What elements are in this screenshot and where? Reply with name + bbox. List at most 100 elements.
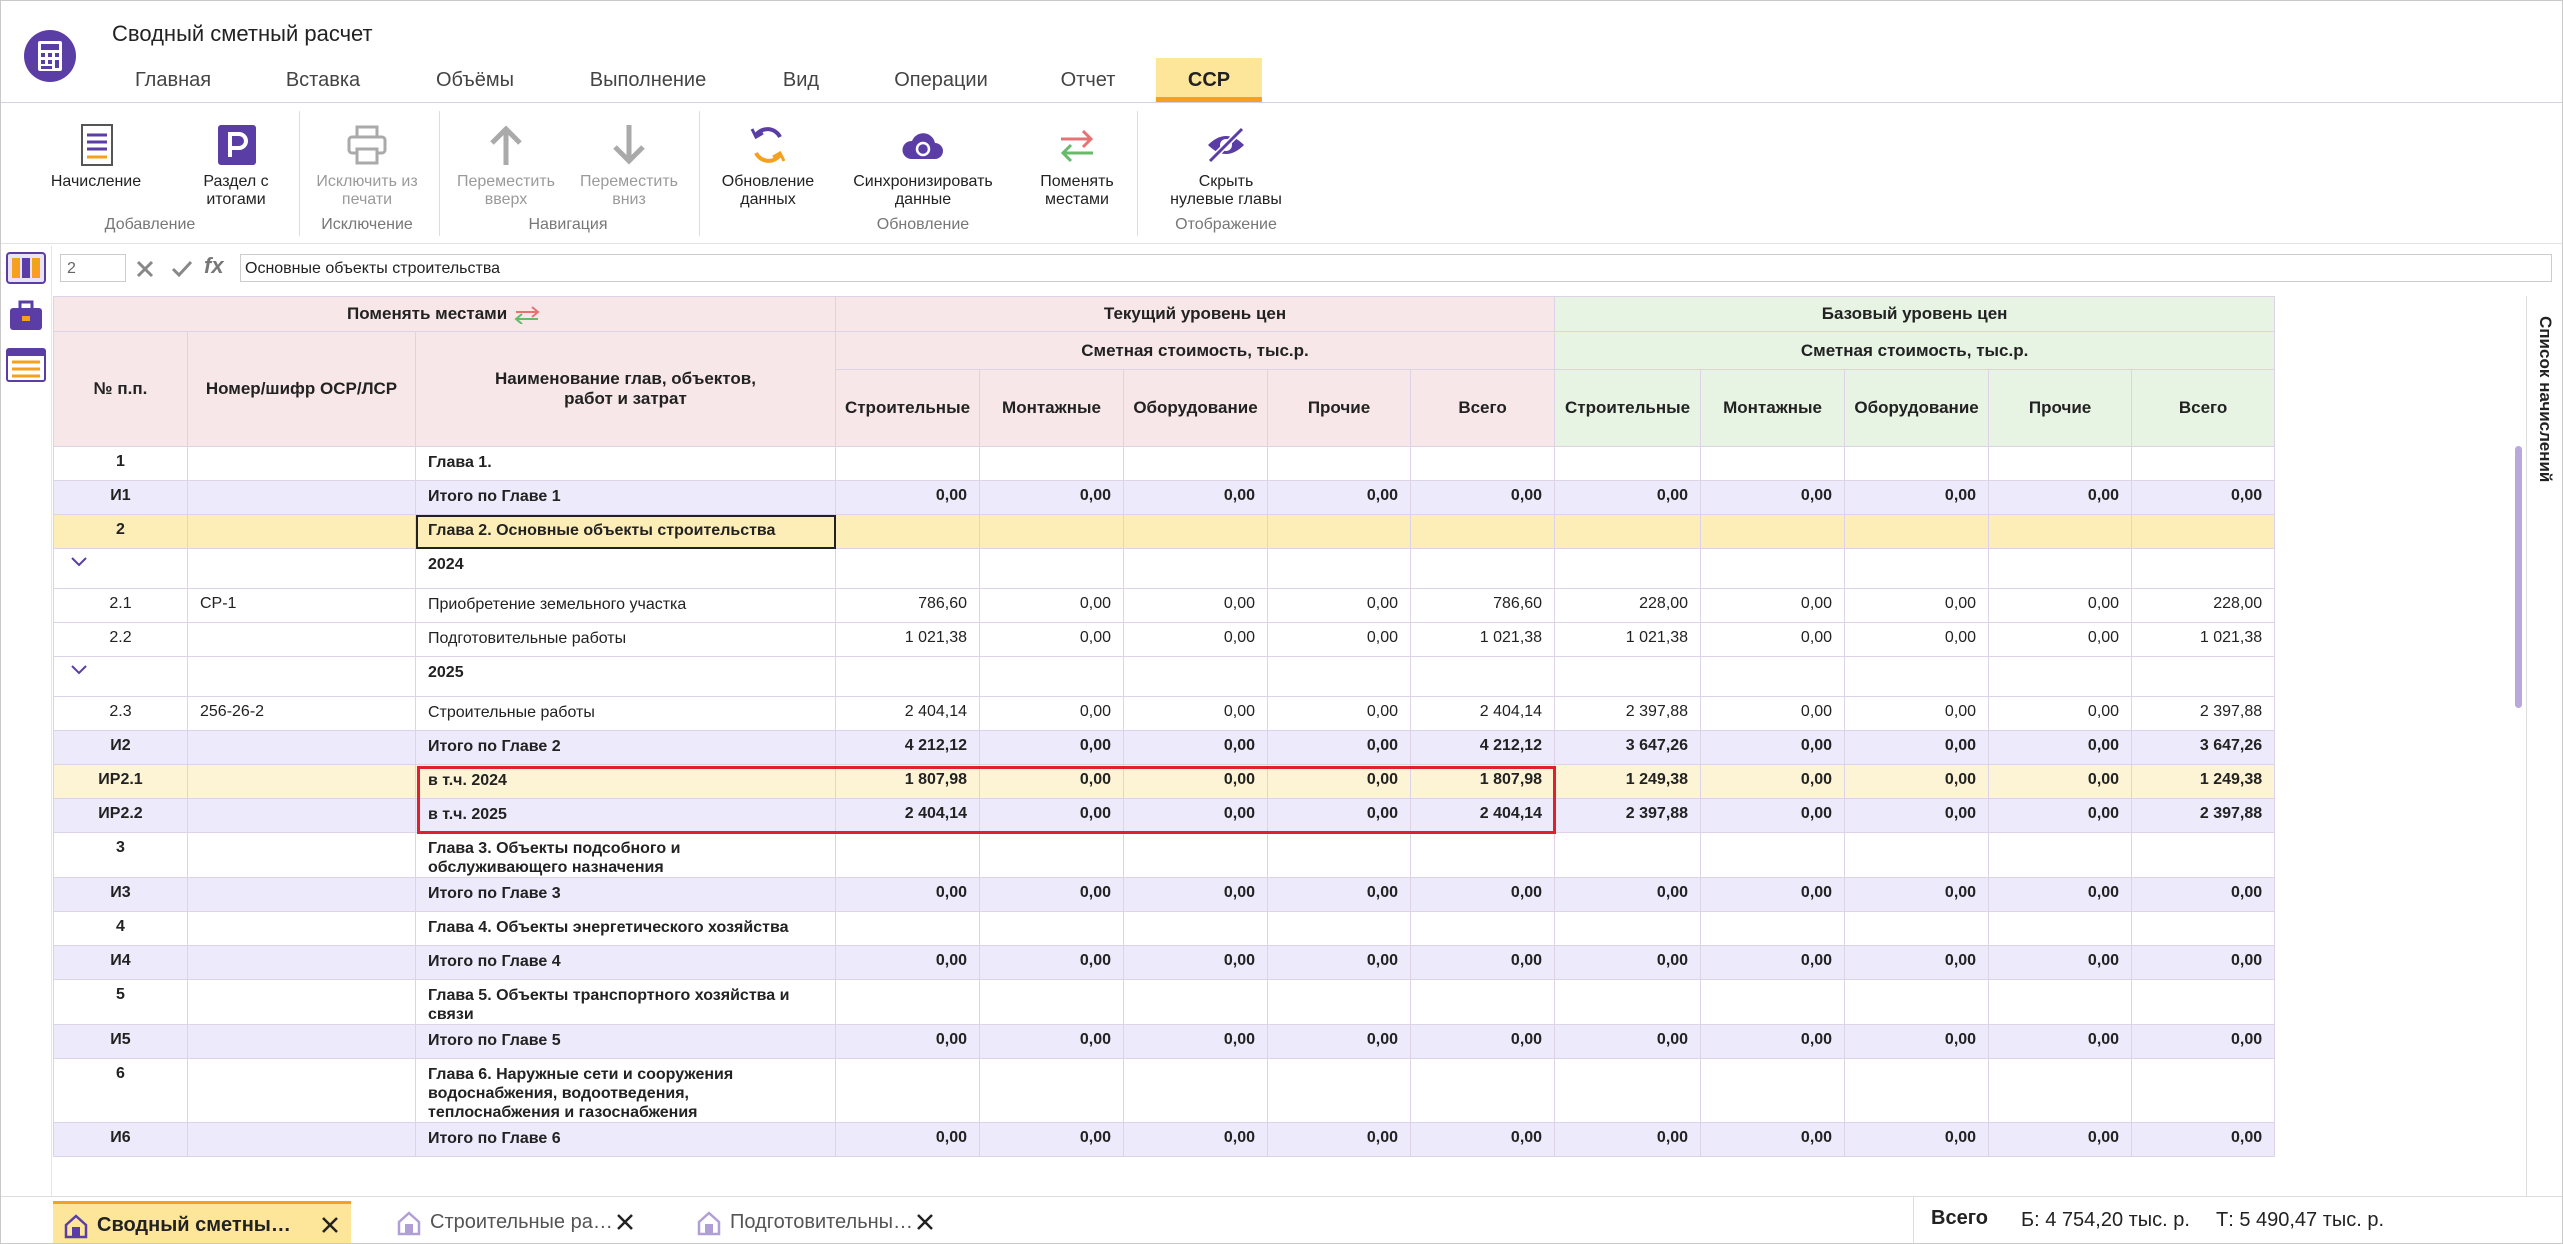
value-cell: 0,00 [1123, 480, 1268, 515]
close-icon[interactable] [321, 1216, 339, 1234]
value-cell: 0,00 [1988, 480, 2133, 515]
group-header: Текущий уровень цен [834, 296, 1556, 332]
grid-row[interactable]: 2024 [53, 548, 2276, 589]
row-number: И2 [53, 730, 188, 765]
column-header: Монтажные [1700, 369, 1846, 447]
swap-header[interactable]: Поменять местами [53, 296, 836, 332]
value-cell [1700, 979, 1846, 1025]
grid-row[interactable]: 2025 [53, 656, 2276, 697]
close-icon[interactable] [616, 1213, 634, 1231]
document-tab[interactable]: Подготовительны… [686, 1201, 946, 1243]
value-cell: 0,00 [1844, 945, 1990, 980]
ribbon-button[interactable]: Переместить вверх [453, 123, 559, 209]
cell-ref[interactable]: 2 [60, 254, 126, 282]
grid-row[interactable]: 2.2 Подготовительные работы 1 021,38 0,00 0,… [53, 622, 2276, 657]
tool-icon[interactable] [6, 252, 46, 284]
menu-tab[interactable]: Выполнение [589, 69, 707, 91]
grid-row[interactable]: 4 Глава 4. Объекты энергетического хозяйс… [53, 911, 2276, 946]
value-cell: 1 021,38 [835, 622, 980, 657]
grid-row[interactable]: 1 Глава 1. [53, 446, 2276, 481]
grid-row[interactable]: 3 Глава 3. Объекты подсобного и обслужива… [53, 832, 2276, 878]
value-cell [1700, 446, 1846, 481]
menu-tab[interactable]: ССР [1155, 58, 1263, 102]
row-name: 2024 [415, 548, 836, 589]
formula-input[interactable]: Основные объекты строительства [240, 254, 2552, 282]
value-cell: 0,00 [1267, 730, 1411, 765]
grid-row[interactable]: 2.1 СР-1 Приобретение земельного участка 78… [53, 588, 2276, 623]
value-cell: 3 647,26 [2131, 730, 2276, 765]
grid-row[interactable]: И3 Итого по Главе 3 0,00 0,00 0,00 0,00 0,00 0,… [53, 877, 2276, 912]
value-cell: 0,00 [979, 730, 1124, 765]
grid-row[interactable]: 5 Глава 5. Объекты транспортного хозяйств… [53, 979, 2276, 1025]
value-cell: 0,00 [1844, 696, 1990, 731]
row-code: 256-26-2 [187, 696, 416, 731]
ribbon-button[interactable]: Синхронизировать данные [848, 123, 998, 209]
value-cell [1554, 656, 1702, 697]
ribbon-button[interactable]: Раздел с итогами [198, 123, 274, 209]
value-cell [1844, 979, 1990, 1025]
group-label: Исключение [321, 216, 413, 233]
grid-row[interactable]: ИР2.1 в т.ч. 2024 1 807,98 0,00 0,00 0,00 1 80… [53, 764, 2276, 799]
doc-icon [697, 1211, 721, 1235]
grid-row[interactable]: 6 Глава 6. Наружные сети и сооружения вод… [53, 1058, 2276, 1123]
value-cell [979, 1058, 1124, 1123]
menu-tab[interactable]: Объёмы [435, 69, 515, 91]
menu-tab[interactable]: Вид [782, 69, 820, 91]
value-cell: 0,00 [1123, 945, 1268, 980]
estimate-grid: Поменять местами Текущий уровень цен Базо… [53, 296, 2293, 1196]
side-panel-title[interactable]: Список начислений [2536, 316, 2555, 483]
value-cell [1554, 911, 1702, 946]
grid-row[interactable]: 2.3 256-26-2 Строительные работы 2 404,14 0,… [53, 696, 2276, 731]
tool-icon[interactable] [6, 348, 46, 382]
row-code [187, 1024, 416, 1059]
row-name: Итого по Главе 5 [415, 1024, 836, 1059]
grid-row[interactable]: И6 Итого по Главе 6 0,00 0,00 0,00 0,00 0,00 0,… [53, 1122, 2276, 1157]
value-cell: 0,00 [1844, 480, 1990, 515]
confirm-icon[interactable] [171, 259, 193, 279]
grid-row[interactable]: И5 Итого по Главе 5 0,00 0,00 0,00 0,00 0,00 0,… [53, 1024, 2276, 1059]
cancel-icon[interactable] [135, 259, 155, 279]
value-cell [1409, 656, 1556, 697]
menu-tab[interactable]: Отчет [1060, 69, 1116, 91]
chevron[interactable] [70, 555, 88, 569]
grid-row[interactable]: И1 Итого по Главе 1 0,00 0,00 0,00 0,00 0,00 0,… [53, 480, 2276, 515]
grid-row[interactable]: ИР2.2 в т.ч. 2025 2 404,14 0,00 0,00 0,00 2 40… [53, 798, 2276, 833]
value-cell: 0,00 [1700, 480, 1846, 515]
value-cell: 0,00 [1123, 588, 1268, 623]
close-icon[interactable] [916, 1213, 934, 1231]
grid-row[interactable]: И4 Итого по Главе 4 0,00 0,00 0,00 0,00 0,00 0,… [53, 945, 2276, 980]
ribbon-button[interactable]: Исключить из печати [308, 123, 426, 209]
ribbon-button[interactable]: Скрыть нулевые главы [1167, 123, 1285, 209]
value-cell: 0,00 [979, 1122, 1124, 1157]
document-tab[interactable]: Сводный сметны… [53, 1201, 351, 1243]
chevron[interactable] [70, 663, 88, 677]
ribbon-button[interactable]: Обновление данных [718, 123, 818, 209]
scrollbar[interactable] [2515, 446, 2522, 708]
ribbon-button[interactable]: Поменять местами [1027, 123, 1127, 209]
menu-tab[interactable]: Вставка [285, 69, 361, 91]
value-cell: 0,00 [1123, 1024, 1268, 1059]
document-tab[interactable]: Строительные ра… [386, 1201, 646, 1243]
row-code [187, 480, 416, 515]
value-cell [1554, 548, 1702, 589]
value-cell [1267, 979, 1411, 1025]
value-cell [1988, 446, 2133, 481]
tool-icon[interactable] [8, 300, 44, 332]
document-title: Сводный сметны… [97, 1214, 291, 1236]
row-number: И5 [53, 1024, 188, 1059]
app-title: Сводный сметный расчет [112, 21, 373, 46]
value-cell: 0,00 [1988, 588, 2133, 623]
grid-row[interactable]: 2 Глава 2. Основные объекты строительства [53, 514, 2276, 549]
ribbon-button[interactable]: Начисление [41, 123, 151, 191]
button-label: Переместить вверх [456, 173, 556, 208]
doc-icon [397, 1211, 421, 1235]
ribbon-button[interactable]: Переместить вниз [576, 123, 682, 209]
menu-tab[interactable]: Главная [134, 69, 212, 91]
value-cell [979, 446, 1124, 481]
value-cell: 0,00 [2131, 1122, 2276, 1157]
row-name: Глава 1. [415, 446, 836, 481]
value-cell: 0,00 [1409, 877, 1556, 912]
menu-tab[interactable]: Операции [894, 69, 988, 91]
group-separator [1137, 111, 1138, 236]
